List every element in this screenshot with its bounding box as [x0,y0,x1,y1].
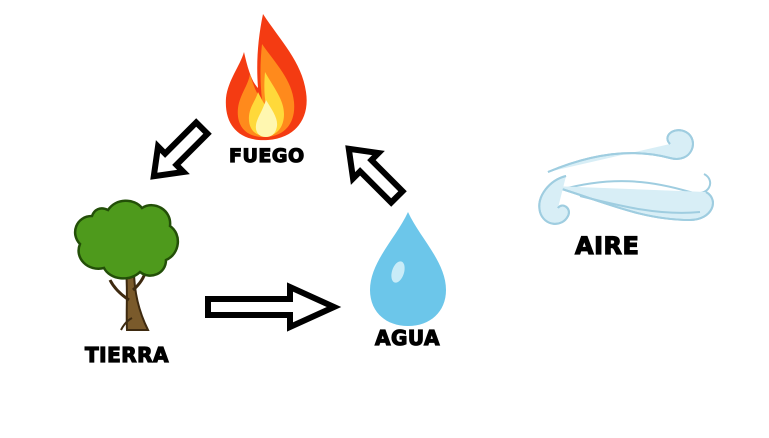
air-label: AIRE [574,231,640,260]
wind-icon [538,129,714,225]
tree-icon [73,199,179,331]
arrow-fire-to-earth [150,118,212,180]
water-drop-icon [370,212,446,326]
earth-label: TIERRA [84,342,170,367]
arrow-water-to-fire [345,145,407,207]
fire-icon [225,14,307,141]
water-label: AGUA [374,325,440,350]
arrow-earth-to-water [205,282,342,332]
fire-label: FUEGO [228,144,305,167]
